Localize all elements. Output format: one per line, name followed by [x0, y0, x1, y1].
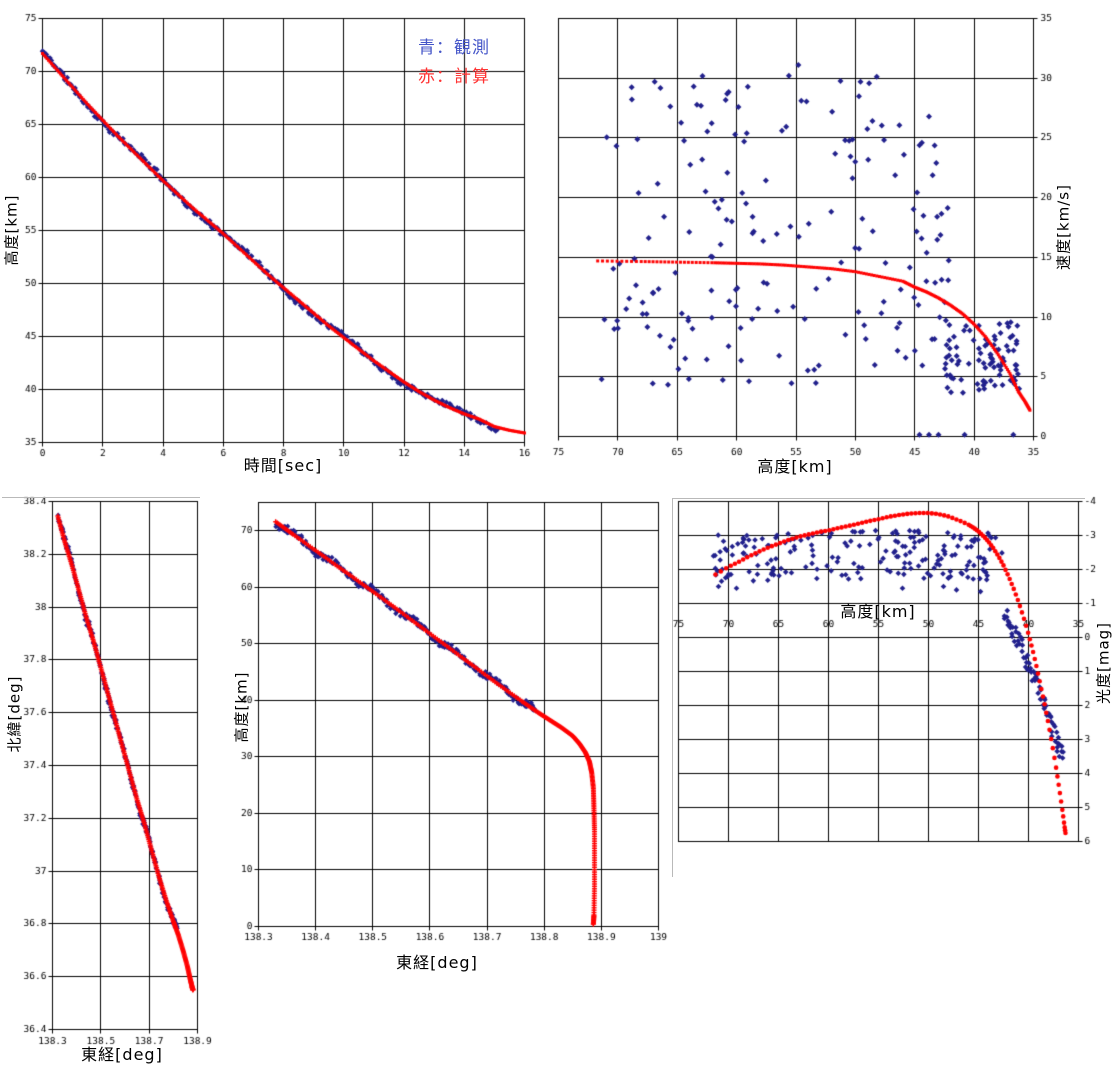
chart-object-border: [672, 498, 1085, 499]
chart-altitude-vs-time: 時間[sec] 高度[km] 青：観測 赤：計算: [0, 0, 556, 478]
y-axis-title: 北緯[deg]: [5, 675, 24, 753]
x-axis-title: 東経[deg]: [81, 1045, 163, 1064]
y-axis-title: 光度[mag]: [1094, 621, 1112, 705]
chart-latitude-vs-longitude: 東経[deg] 北緯[deg]: [0, 480, 242, 1072]
chart-object-border: [2, 497, 200, 498]
x-axis-title: 高度[km]: [840, 602, 916, 621]
x-axis-title: 高度[km]: [757, 457, 833, 476]
legend-computed: 赤：計算: [418, 67, 490, 87]
chart-object-border: [672, 498, 673, 877]
chart-magnitude-vs-altitude: 高度[km] 光度[mag]: [658, 480, 1112, 875]
chart-velocity-vs-altitude: 高度[km] 速度[km/s]: [552, 0, 1112, 478]
legend: 青：観測 赤：計算: [418, 34, 490, 92]
x-axis-title: 東経[deg]: [396, 953, 478, 972]
y-axis-title: 高度[km]: [232, 671, 251, 743]
y-axis-title: 高度[km]: [2, 194, 21, 266]
x-axis-title: 時間[sec]: [243, 456, 323, 475]
legend-observed: 青：観測: [418, 38, 490, 58]
chart-altitude-vs-longitude: 東経[deg] 高度[km]: [228, 480, 680, 980]
y-axis-title: 速度[km/s]: [1054, 184, 1073, 270]
